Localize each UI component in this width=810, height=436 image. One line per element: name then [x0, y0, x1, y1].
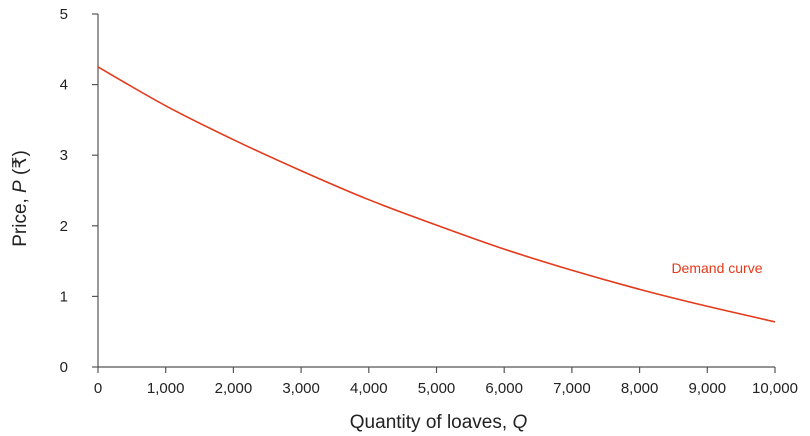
y-axis-title-prefix: Price,: [10, 193, 31, 247]
x-axis-title-variable: Q: [512, 412, 527, 433]
y-tick-label: 2: [60, 218, 68, 235]
x-tick-label: 5,000: [418, 380, 456, 397]
axes: [97, 14, 775, 368]
x-tick-label: 8,000: [621, 380, 659, 397]
ticks: 0 1 2 3 4 5 0 1,000 2,000 3,000 4,000 5,000 6,000 7,0…: [60, 6, 798, 397]
y-tick-label: 1: [60, 288, 68, 305]
y-tick-label: 0: [60, 359, 68, 376]
y-tick-label: 3: [60, 147, 68, 164]
demand-curve-label: Demand curve: [671, 260, 762, 276]
x-tick-label: 3,000: [282, 380, 320, 397]
y-axis-title-suffix: (₹): [10, 150, 31, 180]
x-tick-label: 9,000: [689, 380, 727, 397]
x-tick-label: 0: [94, 380, 102, 397]
labels: Demand curve Quantity of loaves, Q Price, …: [10, 150, 763, 433]
x-axis-title: Quantity of loaves, Q: [350, 412, 528, 433]
y-axis-title: Price, P (₹): [10, 150, 31, 247]
y-tick-label: 5: [60, 6, 68, 23]
x-tick-label: 6,000: [485, 380, 523, 397]
x-tick-label: 4,000: [350, 380, 388, 397]
x-tick-label: 1,000: [147, 380, 185, 397]
demand-curve-line: [97, 66, 776, 323]
x-axis-title-prefix: Quantity of loaves,: [350, 412, 513, 433]
y-tick-label: 4: [60, 77, 68, 94]
y-axis-title-variable: P: [10, 180, 31, 193]
x-tick-label: 2,000: [215, 380, 253, 397]
x-tick-label: 7,000: [553, 380, 591, 397]
series: [97, 66, 776, 323]
x-tick-label: 10,000: [752, 380, 798, 397]
